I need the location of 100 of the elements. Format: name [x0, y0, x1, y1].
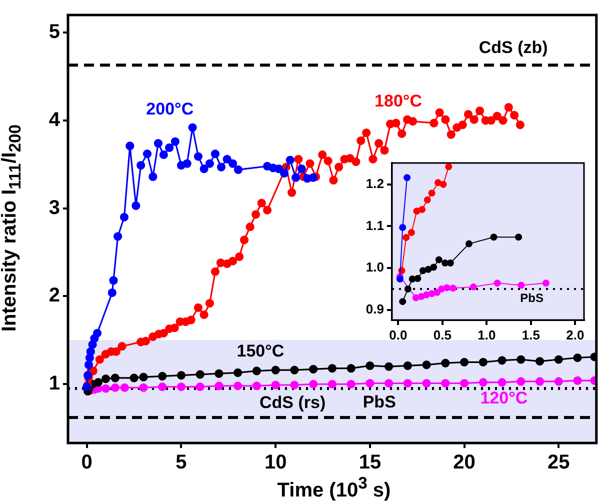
point	[110, 383, 120, 392]
point	[366, 361, 374, 370]
point	[120, 212, 129, 222]
point	[182, 159, 192, 168]
point	[139, 372, 148, 382]
point	[441, 378, 450, 388]
point	[438, 286, 446, 293]
point	[109, 276, 118, 285]
point	[478, 378, 488, 387]
point	[94, 378, 102, 387]
point	[516, 377, 526, 386]
point	[418, 293, 425, 300]
point	[297, 164, 306, 174]
point	[573, 376, 582, 385]
point	[101, 384, 110, 393]
point	[346, 364, 356, 373]
point	[210, 150, 220, 158]
point	[516, 355, 526, 364]
point	[424, 196, 431, 204]
point	[280, 168, 289, 178]
point	[84, 371, 92, 380]
point	[165, 143, 174, 152]
x-tick-label: 20	[453, 452, 476, 474]
point	[110, 374, 120, 382]
point	[418, 206, 426, 213]
point	[290, 380, 299, 390]
point	[542, 280, 550, 287]
x-tick-label: 5	[176, 452, 187, 474]
point	[188, 123, 197, 132]
y-tick-label: 4	[48, 108, 61, 131]
point	[132, 201, 140, 210]
point	[234, 382, 242, 390]
point	[130, 374, 138, 382]
point	[403, 361, 412, 370]
series-label: 150°C	[236, 341, 284, 360]
point	[346, 380, 356, 388]
point	[286, 156, 294, 164]
y-tick-label: 1	[48, 372, 60, 395]
x-tick-label: 1.0	[478, 327, 496, 342]
point	[200, 164, 208, 174]
y-tick-label: 3	[48, 196, 60, 219]
ref-line-label: CdS (rs)	[260, 393, 326, 412]
point	[430, 264, 438, 271]
point	[445, 163, 452, 170]
x-tick-label: 10	[264, 452, 287, 474]
point	[402, 234, 410, 242]
point	[196, 370, 204, 379]
point	[515, 234, 522, 241]
point	[396, 275, 404, 282]
point	[404, 286, 412, 293]
point	[440, 180, 447, 188]
point	[139, 383, 148, 392]
point	[309, 364, 318, 374]
point	[309, 380, 318, 388]
y-tick-label: 0.9	[366, 302, 384, 317]
point	[92, 328, 102, 338]
point	[159, 150, 168, 160]
point	[460, 378, 469, 388]
x-tick-label: 25	[548, 452, 570, 474]
point	[465, 240, 472, 248]
point	[216, 162, 226, 172]
point	[518, 282, 525, 289]
point	[114, 232, 122, 241]
x-axis-title: Time (10$^{3}$ s)	[277, 474, 391, 502]
ref-line-label: PbS	[520, 290, 544, 305]
x-tick-label: 0.0	[389, 327, 408, 342]
x-tick-label: 2.0	[566, 327, 584, 342]
point	[384, 362, 394, 371]
point	[136, 160, 146, 170]
point	[423, 291, 430, 298]
point	[403, 378, 412, 388]
point	[120, 383, 129, 392]
point	[328, 364, 336, 373]
point	[291, 173, 300, 182]
point	[554, 355, 563, 364]
point	[148, 172, 158, 182]
point	[434, 179, 442, 186]
point	[554, 377, 563, 386]
point	[252, 366, 262, 376]
point	[222, 154, 232, 164]
point	[158, 382, 167, 392]
point	[470, 283, 477, 290]
point	[108, 288, 116, 298]
point	[328, 380, 336, 388]
x-tick-label: 0.5	[433, 327, 452, 342]
point	[408, 229, 415, 236]
y-tick-label: 5	[48, 21, 60, 44]
point	[271, 380, 280, 390]
point	[399, 224, 406, 231]
point	[308, 173, 318, 182]
point	[446, 260, 454, 267]
point	[214, 369, 224, 378]
point	[176, 382, 186, 392]
point	[494, 280, 501, 287]
point	[142, 150, 152, 158]
point	[205, 159, 214, 168]
point	[498, 378, 506, 387]
point	[414, 275, 422, 282]
point	[443, 284, 450, 292]
point	[228, 159, 238, 168]
